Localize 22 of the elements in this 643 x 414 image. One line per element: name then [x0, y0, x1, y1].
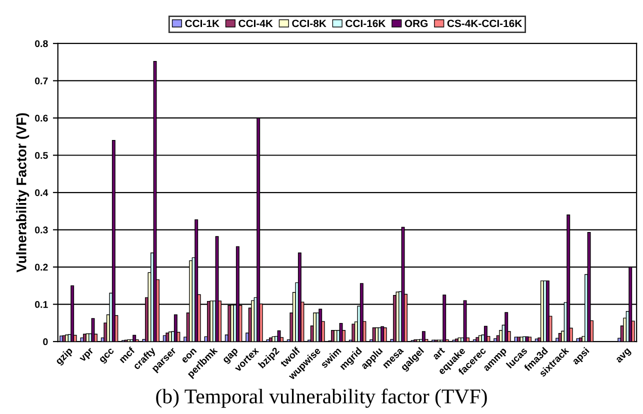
legend-label: CCI-8K — [292, 20, 326, 28]
y-tick-label: 0.2 — [35, 264, 48, 271]
y-axis-title: Vulnerability Factor (VF) — [16, 113, 30, 272]
x-tick-label: vpr — [79, 348, 96, 364]
y-tick-label: 0.4 — [35, 189, 48, 196]
y-tick-label: 0.8 — [35, 40, 48, 48]
legend-label: CCI-16K — [346, 20, 386, 28]
y-tick-label: 0.7 — [35, 77, 48, 84]
x-tick-label: mcf — [118, 346, 136, 364]
y-tick-label: 0.6 — [35, 114, 48, 122]
y-tick-label: 0 — [43, 338, 48, 346]
legend-label: ORG — [404, 20, 428, 28]
legend-label: CS-4K-CCI-16K — [447, 20, 522, 28]
y-tick-label: 0.3 — [35, 226, 48, 234]
text: (b) Temporal vulnerability factor (TVF) — [156, 388, 487, 408]
y-tick-label: 0.1 — [35, 301, 48, 308]
x-tick-label: avg — [616, 348, 632, 364]
legend-label: CCI-1K — [185, 20, 220, 28]
y-tick-label: 0.5 — [35, 152, 48, 159]
x-tick-label: gcc — [99, 348, 116, 364]
legend-label: CCI-4K — [238, 20, 273, 28]
x-tick-label: gap — [222, 348, 240, 365]
